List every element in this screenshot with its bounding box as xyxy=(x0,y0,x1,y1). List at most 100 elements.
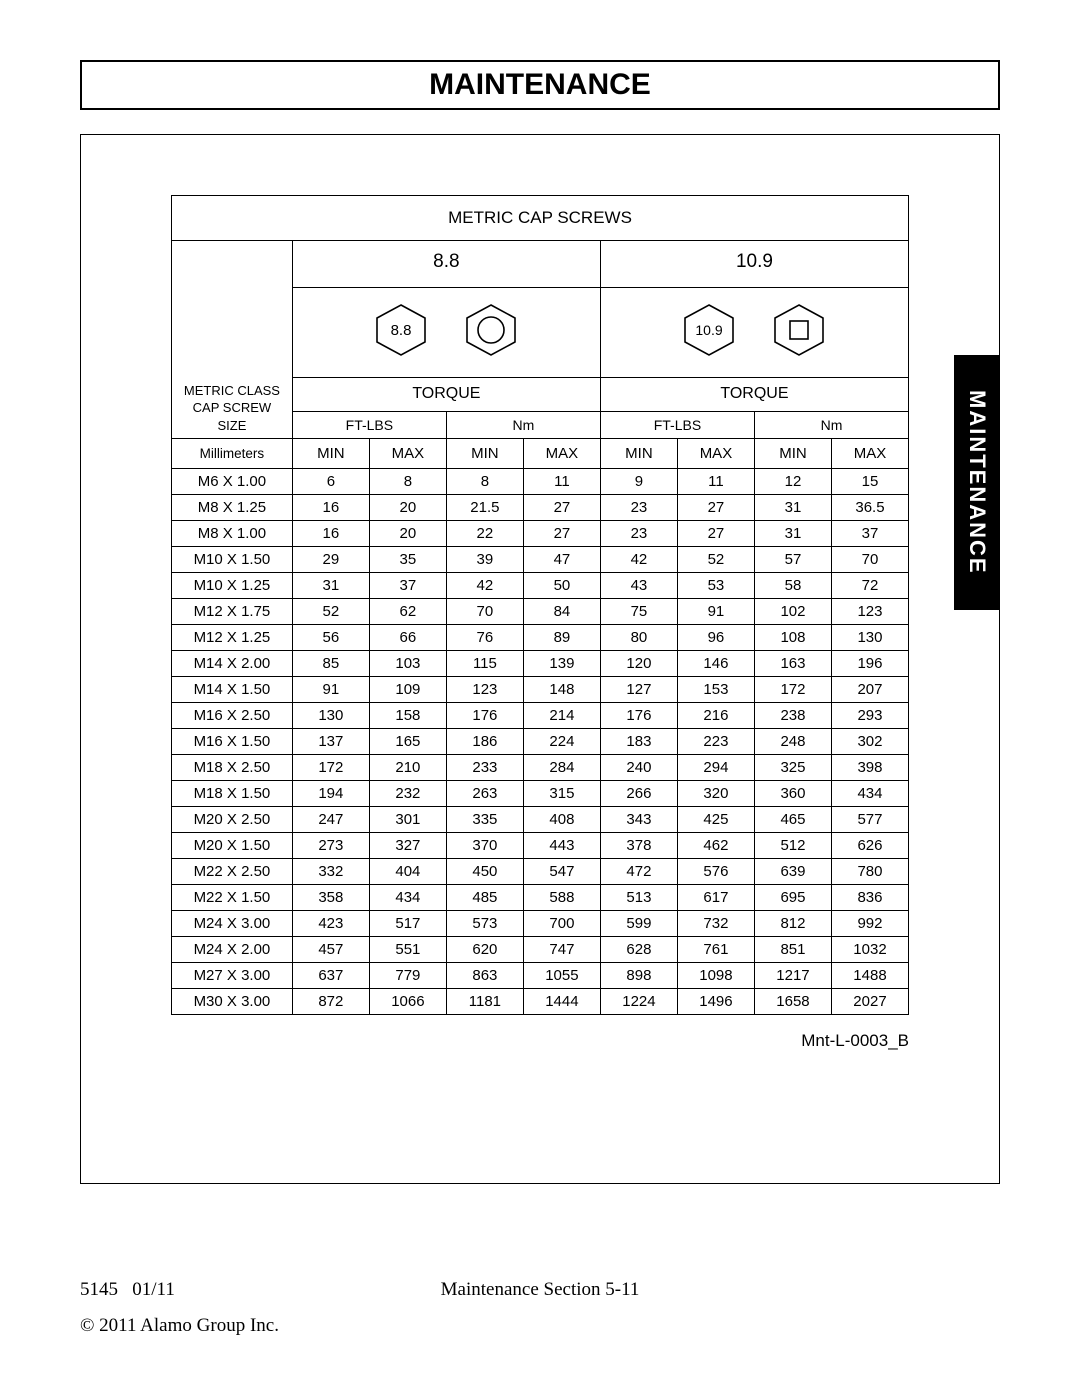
value-cell: 22 xyxy=(446,521,523,547)
size-cell: M18 X 1.50 xyxy=(172,781,293,807)
value-cell: 89 xyxy=(523,625,600,651)
value-cell: 465 xyxy=(754,807,831,833)
value-cell: 248 xyxy=(754,729,831,755)
value-cell: 102 xyxy=(754,599,831,625)
value-cell: 408 xyxy=(523,807,600,833)
size-cell: M24 X 2.00 xyxy=(172,937,293,963)
value-cell: 37 xyxy=(369,573,446,599)
value-cell: 35 xyxy=(369,547,446,573)
class-8-8-icons: 8.8 xyxy=(292,288,600,378)
value-cell: 163 xyxy=(754,651,831,677)
table-row: M12 X 1.25566676898096108130 xyxy=(172,625,909,651)
footer-copyright: © 2011 Alamo Group Inc. xyxy=(80,1315,1000,1337)
value-cell: 315 xyxy=(523,781,600,807)
value-cell: 485 xyxy=(446,885,523,911)
metric-class-line1: METRIC CLASS xyxy=(184,383,280,398)
value-cell: 36.5 xyxy=(831,495,908,521)
value-cell: 127 xyxy=(600,677,677,703)
value-cell: 240 xyxy=(600,755,677,781)
unit-ftlbs-a: FT-LBS xyxy=(292,411,446,438)
value-cell: 91 xyxy=(677,599,754,625)
size-cell: M18 X 2.50 xyxy=(172,755,293,781)
value-cell: 123 xyxy=(446,677,523,703)
size-cell: M14 X 2.00 xyxy=(172,651,293,677)
value-cell: 551 xyxy=(369,937,446,963)
value-cell: 58 xyxy=(754,573,831,599)
value-cell: 1658 xyxy=(754,989,831,1015)
value-cell: 325 xyxy=(754,755,831,781)
unit-nm-a: Nm xyxy=(446,411,600,438)
min-b-ftlbs: MIN xyxy=(600,439,677,469)
value-cell: 9 xyxy=(600,469,677,495)
value-cell: 302 xyxy=(831,729,908,755)
value-cell: 1055 xyxy=(523,963,600,989)
value-cell: 233 xyxy=(446,755,523,781)
value-cell: 20 xyxy=(369,521,446,547)
metric-class-line2: CAP SCREW xyxy=(193,400,272,415)
value-cell: 588 xyxy=(523,885,600,911)
value-cell: 238 xyxy=(754,703,831,729)
page-title: MAINTENANCE xyxy=(80,60,1000,110)
table-row: M27 X 3.006377798631055898109812171488 xyxy=(172,963,909,989)
value-cell: 8 xyxy=(446,469,523,495)
section-tab-label: MAINTENANCE xyxy=(964,390,990,575)
value-cell: 109 xyxy=(369,677,446,703)
value-cell: 72 xyxy=(831,573,908,599)
value-cell: 898 xyxy=(600,963,677,989)
value-cell: 194 xyxy=(292,781,369,807)
size-cell: M20 X 2.50 xyxy=(172,807,293,833)
value-cell: 434 xyxy=(369,885,446,911)
size-cell: M16 X 2.50 xyxy=(172,703,293,729)
value-cell: 637 xyxy=(292,963,369,989)
value-cell: 27 xyxy=(523,521,600,547)
value-cell: 517 xyxy=(369,911,446,937)
value-cell: 158 xyxy=(369,703,446,729)
table-row: M8 X 1.25162021.52723273136.5 xyxy=(172,495,909,521)
value-cell: 47 xyxy=(523,547,600,573)
value-cell: 210 xyxy=(369,755,446,781)
value-cell: 294 xyxy=(677,755,754,781)
value-cell: 1488 xyxy=(831,963,908,989)
table-row: M14 X 1.5091109123148127153172207 xyxy=(172,677,909,703)
value-cell: 29 xyxy=(292,547,369,573)
value-cell: 37 xyxy=(831,521,908,547)
figure-reference: Mnt-L-0003_B xyxy=(171,1031,909,1051)
metric-class-header: METRIC CLASS CAP SCREW SIZE xyxy=(172,378,293,439)
value-cell: 172 xyxy=(754,677,831,703)
value-cell: 165 xyxy=(369,729,446,755)
max-a-ftlbs: MAX xyxy=(369,439,446,469)
value-cell: 327 xyxy=(369,833,446,859)
value-cell: 780 xyxy=(831,859,908,885)
value-cell: 115 xyxy=(446,651,523,677)
value-cell: 1181 xyxy=(446,989,523,1015)
value-cell: 599 xyxy=(600,911,677,937)
min-b-nm: MIN xyxy=(754,439,831,469)
hex-nut-8-8-icon xyxy=(461,302,521,358)
size-cell: M24 X 3.00 xyxy=(172,911,293,937)
value-cell: 812 xyxy=(754,911,831,937)
size-cell: M12 X 1.75 xyxy=(172,599,293,625)
value-cell: 50 xyxy=(523,573,600,599)
value-cell: 76 xyxy=(446,625,523,651)
value-cell: 52 xyxy=(677,547,754,573)
table-row: M22 X 2.50332404450547472576639780 xyxy=(172,859,909,885)
size-cell: M12 X 1.25 xyxy=(172,625,293,651)
value-cell: 31 xyxy=(754,495,831,521)
value-cell: 11 xyxy=(523,469,600,495)
value-cell: 224 xyxy=(523,729,600,755)
table-row: M16 X 1.50137165186224183223248302 xyxy=(172,729,909,755)
value-cell: 43 xyxy=(600,573,677,599)
value-cell: 695 xyxy=(754,885,831,911)
value-cell: 992 xyxy=(831,911,908,937)
value-cell: 332 xyxy=(292,859,369,885)
value-cell: 425 xyxy=(677,807,754,833)
value-cell: 1098 xyxy=(677,963,754,989)
class-10-9-label: 10.9 xyxy=(600,241,908,288)
unit-ftlbs-b: FT-LBS xyxy=(600,411,754,438)
value-cell: 31 xyxy=(754,521,831,547)
value-cell: 335 xyxy=(446,807,523,833)
value-cell: 851 xyxy=(754,937,831,963)
value-cell: 62 xyxy=(369,599,446,625)
unit-nm-b: Nm xyxy=(754,411,908,438)
value-cell: 123 xyxy=(831,599,908,625)
